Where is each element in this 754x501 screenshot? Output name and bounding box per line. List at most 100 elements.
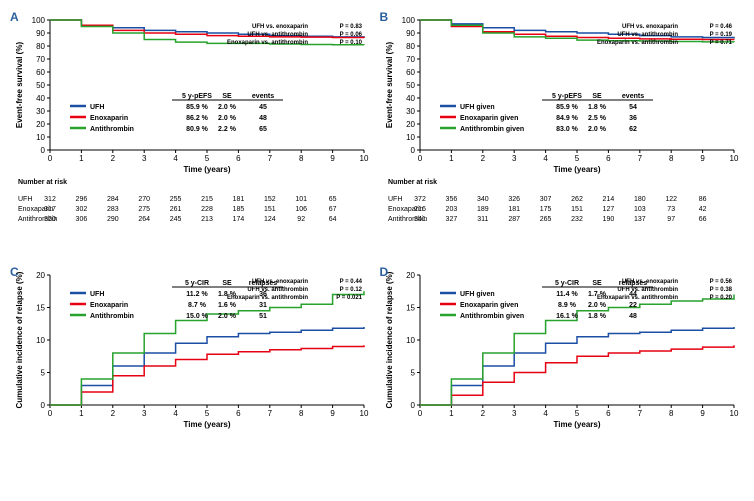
svg-text:174: 174: [233, 216, 245, 223]
svg-text:0: 0: [41, 146, 46, 155]
svg-text:3: 3: [511, 409, 516, 418]
svg-text:3: 3: [142, 154, 147, 163]
svg-text:5: 5: [205, 409, 210, 418]
svg-text:3: 3: [511, 154, 516, 163]
svg-text:0: 0: [417, 409, 422, 418]
svg-text:8: 8: [668, 409, 673, 418]
svg-text:54: 54: [629, 104, 637, 111]
svg-text:5: 5: [410, 369, 415, 378]
svg-text:Antithrombin given: Antithrombin given: [460, 313, 524, 320]
svg-text:290: 290: [107, 216, 119, 223]
svg-text:70: 70: [406, 55, 415, 64]
svg-text:2.2 %: 2.2 %: [218, 126, 237, 133]
svg-text:0: 0: [48, 154, 53, 163]
svg-text:Cumulative incidence of relaps: Cumulative incidence of relapse (%): [15, 271, 24, 408]
panel-d: D05101520012345678910Cumulative incidenc…: [380, 265, 745, 465]
svg-text:65: 65: [329, 196, 337, 203]
svg-text:UFH: UFH: [90, 104, 104, 111]
svg-text:P = 0.12: P = 0.12: [340, 287, 363, 293]
svg-text:10: 10: [406, 336, 415, 345]
svg-text:UFH: UFH: [388, 196, 402, 203]
svg-text:1: 1: [449, 409, 454, 418]
svg-text:232: 232: [571, 216, 583, 223]
svg-text:relapses: relapses: [249, 280, 278, 287]
svg-text:Enoxaparin: Enoxaparin: [90, 302, 128, 309]
svg-text:UFH given: UFH given: [460, 291, 495, 298]
svg-text:50: 50: [36, 81, 45, 90]
svg-text:1: 1: [79, 154, 84, 163]
svg-text:189: 189: [476, 206, 488, 213]
svg-text:2: 2: [480, 409, 485, 418]
svg-text:307: 307: [539, 196, 551, 203]
svg-text:2: 2: [111, 409, 116, 418]
svg-text:Enoxaparin: Enoxaparin: [90, 115, 128, 122]
svg-text:137: 137: [633, 216, 645, 223]
svg-text:97: 97: [667, 216, 675, 223]
svg-text:2.0 %: 2.0 %: [218, 104, 237, 111]
svg-text:UFH vs. enoxaparin: UFH vs. enoxaparin: [621, 24, 677, 30]
svg-text:261: 261: [170, 206, 182, 213]
svg-text:UFH vs. antithrombin: UFH vs. antithrombin: [617, 287, 678, 293]
svg-text:48: 48: [629, 313, 637, 320]
svg-text:85.9 %: 85.9 %: [556, 104, 579, 111]
panel-label: A: [10, 10, 19, 24]
svg-text:215: 215: [201, 196, 213, 203]
svg-text:36: 36: [259, 291, 267, 298]
svg-text:326: 326: [508, 196, 520, 203]
panel-a: A0102030405060708090100012345678910Event…: [10, 10, 375, 260]
svg-text:P = 0.56: P = 0.56: [709, 279, 732, 285]
svg-text:0: 0: [48, 409, 53, 418]
svg-text:2.0 %: 2.0 %: [218, 115, 237, 122]
svg-text:180: 180: [633, 196, 645, 203]
svg-text:Enoxaparin vs. antithrombin: Enoxaparin vs. antithrombin: [227, 40, 308, 46]
svg-text:P = 0.83: P = 0.83: [340, 24, 363, 30]
svg-text:relapses: relapses: [618, 280, 647, 287]
svg-text:213: 213: [201, 216, 213, 223]
svg-text:320: 320: [44, 216, 56, 223]
svg-text:2: 2: [111, 154, 116, 163]
svg-text:5: 5: [574, 409, 579, 418]
svg-text:0: 0: [410, 146, 415, 155]
svg-text:9: 9: [330, 154, 335, 163]
svg-text:372: 372: [414, 196, 426, 203]
svg-text:Enoxaparin given: Enoxaparin given: [460, 115, 518, 122]
svg-text:287: 287: [508, 216, 520, 223]
svg-text:62: 62: [629, 126, 637, 133]
svg-text:84.9 %: 84.9 %: [556, 115, 579, 122]
svg-text:P = 0.71: P = 0.71: [709, 40, 732, 46]
svg-text:Antithrombin: Antithrombin: [90, 313, 134, 320]
svg-text:80.9 %: 80.9 %: [186, 126, 209, 133]
svg-text:P = 0.46: P = 0.46: [709, 24, 732, 30]
svg-text:262: 262: [571, 196, 583, 203]
svg-text:106: 106: [295, 206, 307, 213]
svg-text:10: 10: [360, 154, 369, 163]
svg-text:181: 181: [233, 196, 245, 203]
svg-text:SE: SE: [592, 280, 602, 287]
svg-text:51: 51: [259, 313, 267, 320]
svg-text:10: 10: [36, 336, 45, 345]
svg-text:306: 306: [76, 216, 88, 223]
svg-text:1: 1: [79, 409, 84, 418]
svg-text:8.9 %: 8.9 %: [558, 302, 577, 309]
svg-text:275: 275: [138, 206, 150, 213]
svg-text:264: 264: [138, 216, 150, 223]
svg-text:8: 8: [299, 409, 304, 418]
svg-text:UFH vs. antithrombin: UFH vs. antithrombin: [247, 32, 308, 38]
svg-text:92: 92: [297, 216, 305, 223]
svg-text:255: 255: [170, 196, 182, 203]
svg-text:1: 1: [449, 154, 454, 163]
svg-text:80: 80: [406, 42, 415, 51]
svg-text:65: 65: [259, 126, 267, 133]
svg-text:9: 9: [330, 409, 335, 418]
svg-text:7: 7: [637, 409, 642, 418]
svg-text:80: 80: [36, 42, 45, 51]
svg-text:4: 4: [543, 409, 548, 418]
svg-text:44: 44: [629, 291, 637, 298]
svg-text:327: 327: [445, 216, 457, 223]
svg-text:70: 70: [36, 55, 45, 64]
panel-c: C05101520012345678910Cumulative incidenc…: [10, 265, 375, 465]
svg-text:22: 22: [629, 302, 637, 309]
svg-text:73: 73: [667, 206, 675, 213]
svg-text:7: 7: [268, 154, 273, 163]
svg-text:86.2 %: 86.2 %: [186, 115, 209, 122]
